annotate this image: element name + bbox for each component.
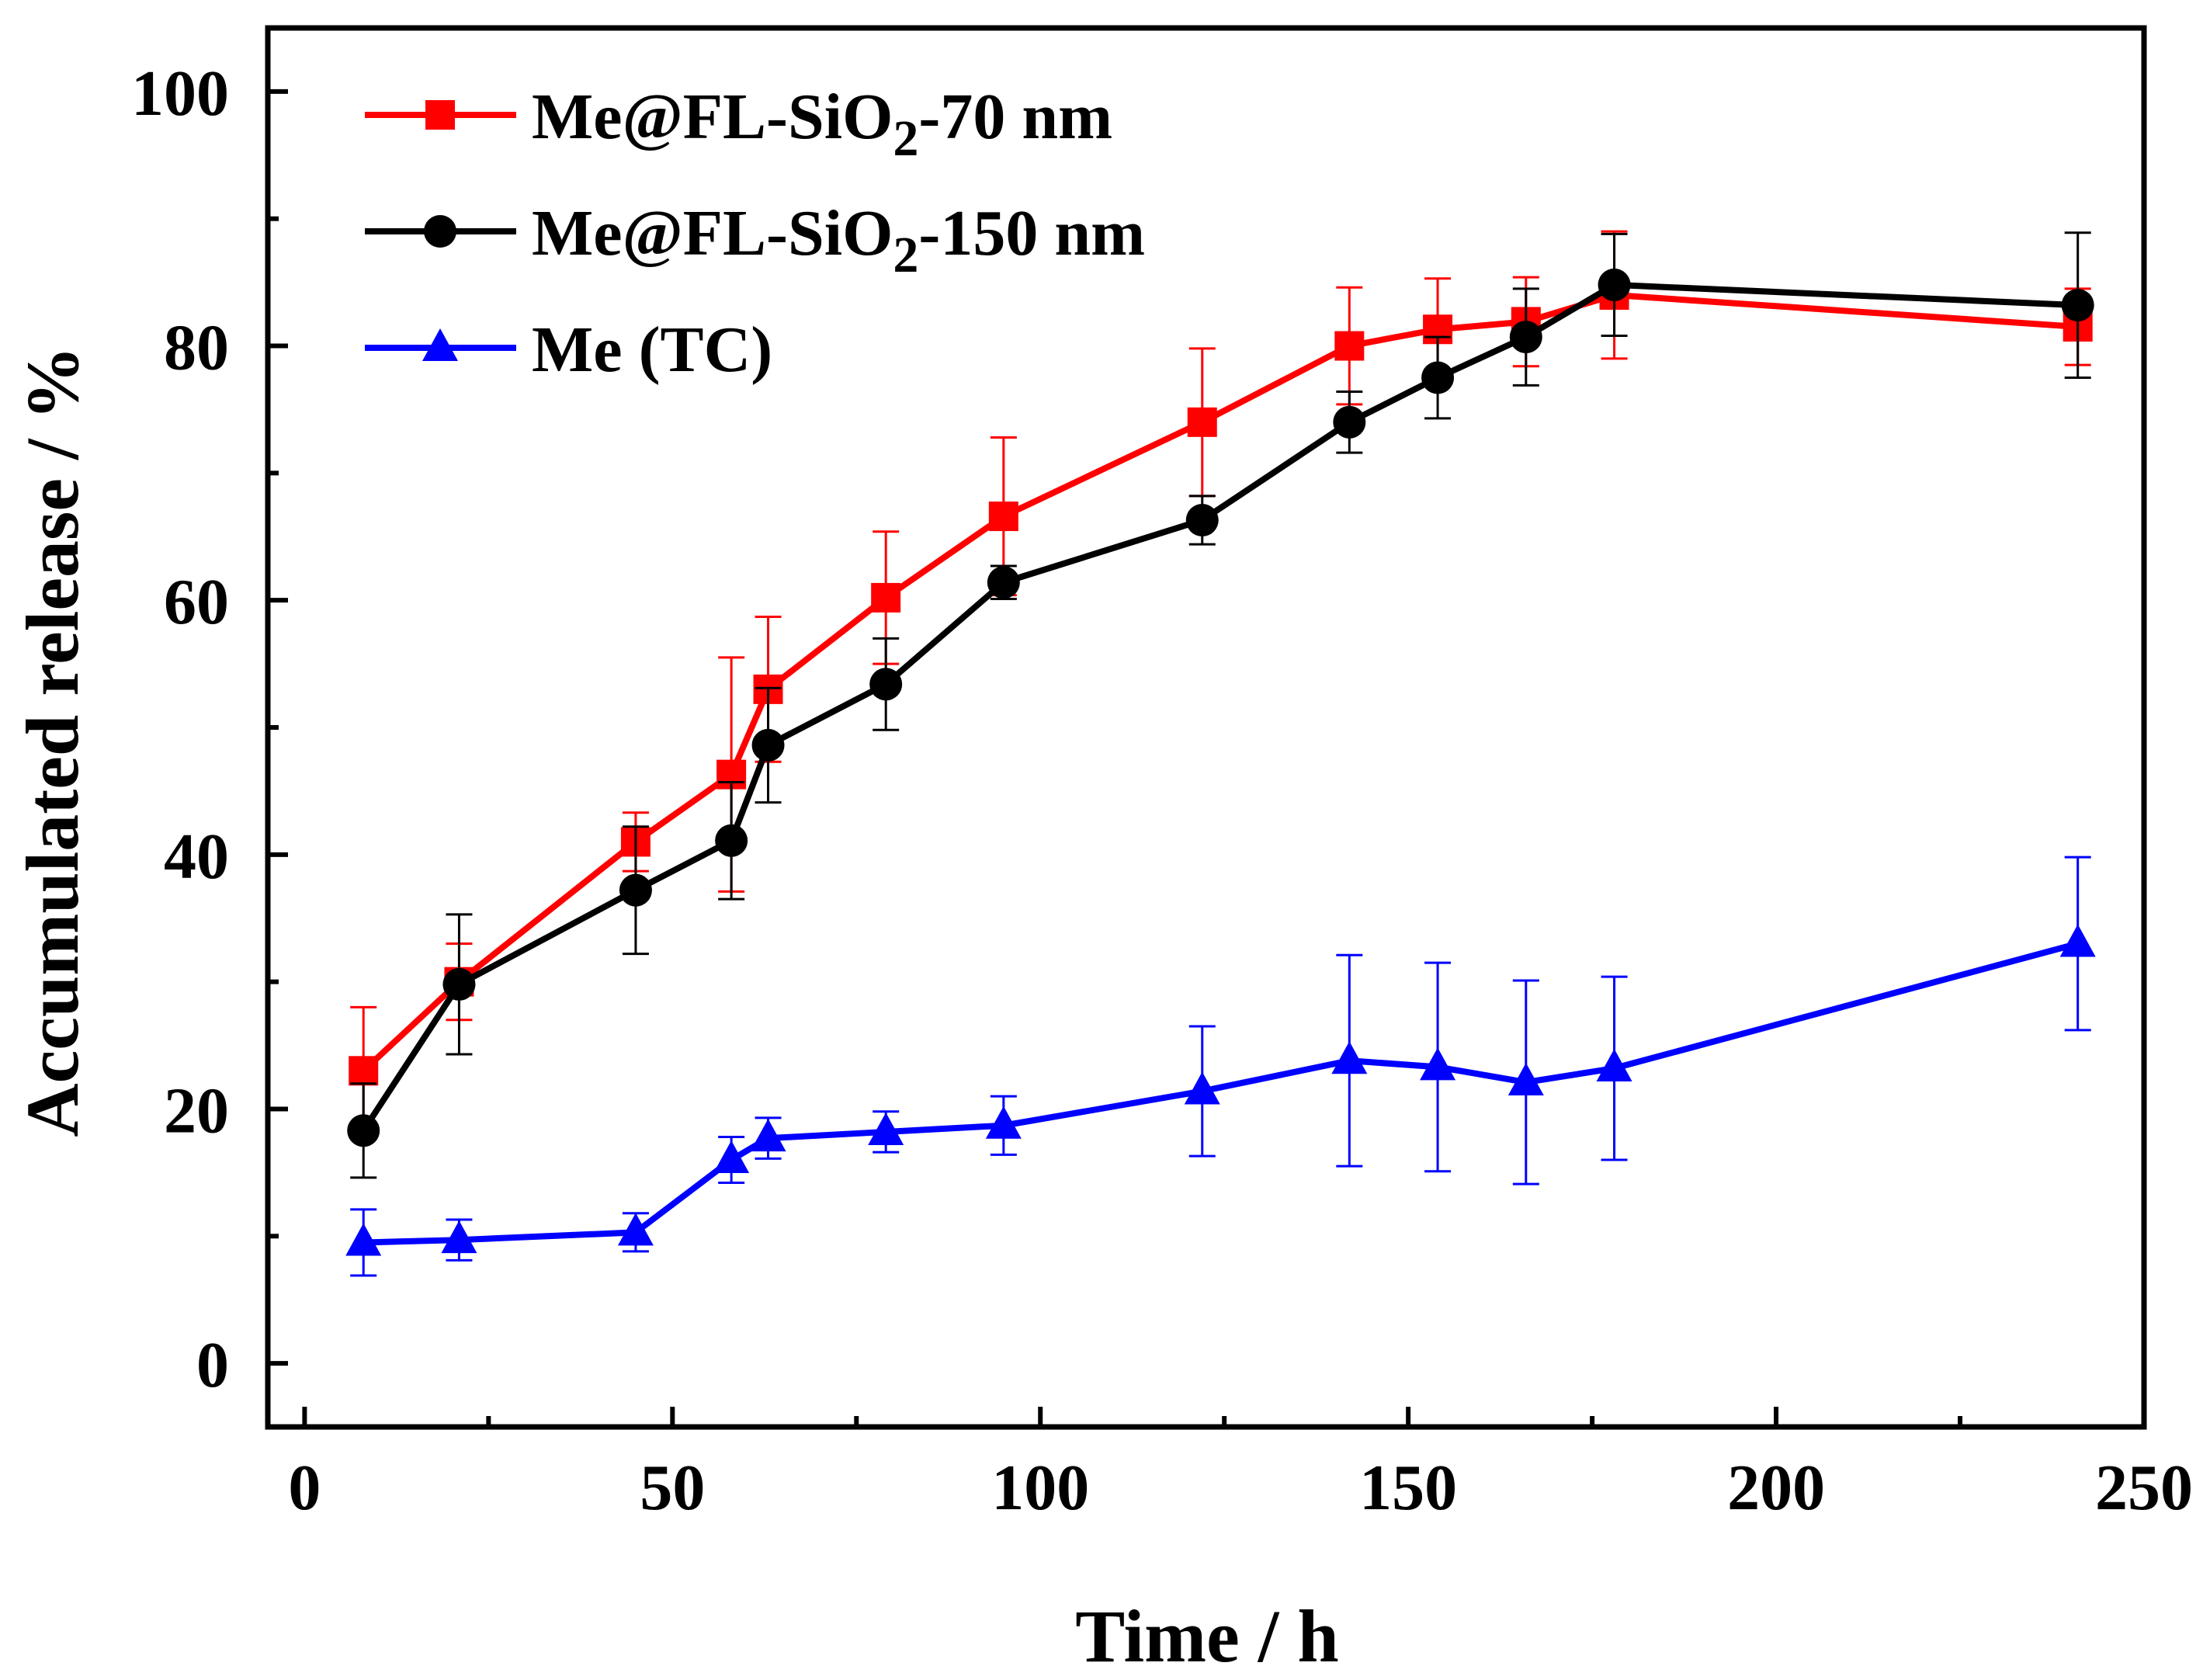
- series-line: [363, 940, 2079, 1246]
- legend-marker: [425, 100, 455, 130]
- data-point: [1507, 1063, 1544, 1096]
- data-point: [442, 967, 476, 1001]
- data-point: [1509, 321, 1542, 354]
- x-tick-label: 100: [991, 1452, 1089, 1524]
- x-axis-title: Time / h: [1075, 1595, 1339, 1678]
- y-tick-label: 40: [164, 821, 229, 893]
- data-point: [750, 1119, 786, 1152]
- series-line: [361, 292, 2078, 1074]
- data-point: [1331, 1041, 1368, 1074]
- legend-item-1: Me@FL-SiO2-70 nm: [365, 81, 1112, 167]
- data-point: [345, 1223, 382, 1256]
- data-point: [988, 502, 1018, 532]
- legend-marker: [422, 328, 458, 361]
- x-tick-label: 250: [2095, 1452, 2193, 1524]
- x-tick-label: 150: [1359, 1452, 1457, 1524]
- x-tick-label: 50: [640, 1452, 705, 1524]
- data-point: [871, 582, 901, 613]
- data-point: [349, 1056, 379, 1086]
- data-point: [1185, 503, 1219, 536]
- data-point: [869, 668, 903, 701]
- data-point: [2059, 924, 2096, 957]
- data-point: [715, 824, 748, 857]
- series-2: [347, 231, 2094, 1179]
- data-point: [868, 1112, 904, 1145]
- y-tick-label: 80: [164, 312, 229, 384]
- data-point: [1421, 361, 1455, 394]
- legend-item-3: Me (TC): [365, 314, 772, 386]
- legend: Me@FL-SiO2-70 nm Me@FL-SiO2-150 nm Me (TC): [365, 81, 1145, 386]
- data-point: [617, 1213, 654, 1246]
- legend-label: Me@FL-SiO2-70 nm: [532, 81, 1112, 167]
- data-point: [2061, 289, 2094, 322]
- data-point: [1598, 268, 1631, 301]
- data-point: [441, 1220, 477, 1254]
- data-point: [713, 1140, 750, 1173]
- legend-marker: [424, 215, 456, 248]
- data-point: [1187, 407, 1217, 437]
- y-axis-title: Accumulated release / %: [11, 345, 94, 1137]
- legend-label: Me (TC): [532, 314, 772, 386]
- data-point: [1420, 1047, 1456, 1081]
- y-tick-label: 0: [196, 1329, 229, 1401]
- y-tick-label: 20: [164, 1074, 229, 1147]
- x-tick-label: 200: [1727, 1452, 1825, 1524]
- y-tick-label: 60: [164, 566, 229, 638]
- data-point: [1333, 405, 1366, 439]
- data-point: [987, 566, 1020, 599]
- x-tick-label: 0: [288, 1452, 321, 1524]
- legend-item-2: Me@FL-SiO2-150 nm: [365, 197, 1145, 283]
- legend-label: Me@FL-SiO2-150 nm: [532, 197, 1145, 283]
- axes: 0 50 100 150 200 250 0 20 40 60 80 100: [131, 25, 2193, 1524]
- plot-area: [345, 230, 2096, 1277]
- y-tick-label: 100: [131, 57, 229, 130]
- data-point: [1334, 331, 1365, 361]
- data-point: [1184, 1071, 1220, 1105]
- series-3: [345, 856, 2096, 1277]
- data-point: [1596, 1049, 1632, 1082]
- data-point: [985, 1106, 1022, 1139]
- data-point: [751, 728, 785, 762]
- data-point: [619, 873, 652, 907]
- data-point: [347, 1114, 380, 1147]
